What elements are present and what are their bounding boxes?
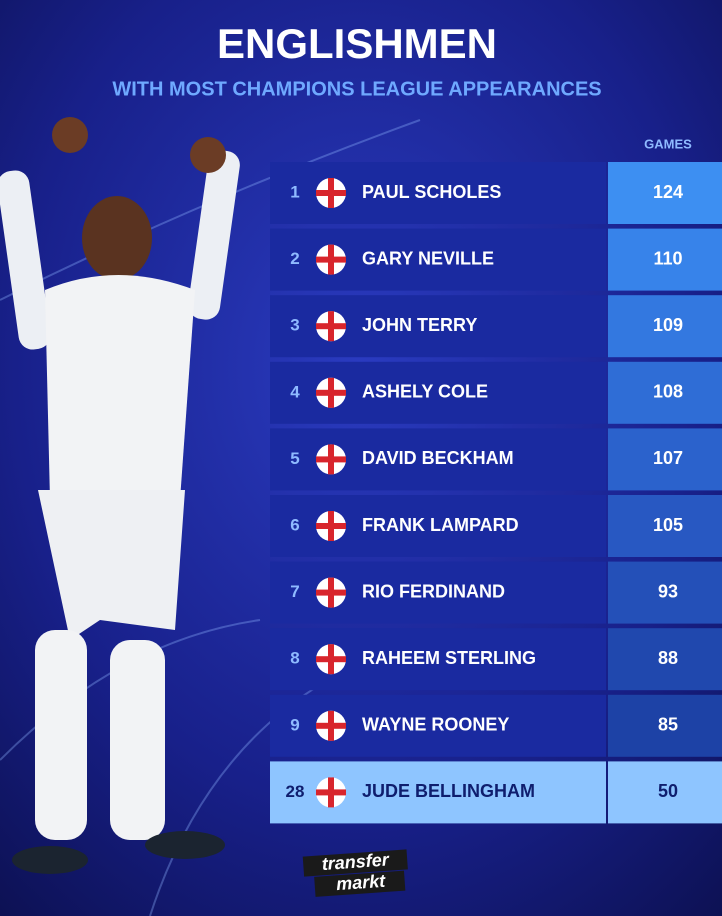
flag-cross-h: [316, 722, 346, 729]
value-background: [608, 228, 722, 291]
rank: 7: [290, 582, 299, 601]
table-row: 5 DAVID BECKHAM 107: [270, 428, 722, 491]
table-row: 1 PAUL SCHOLES 124: [270, 162, 722, 224]
table-row: 7 RIO FERDINAND 93: [270, 561, 722, 624]
flag-cross-h: [316, 190, 346, 196]
games: 110: [653, 248, 682, 268]
games: 105: [653, 515, 683, 535]
rank: 8: [290, 649, 299, 668]
rank: 3: [290, 316, 299, 335]
column-header: GAMES: [644, 136, 692, 151]
player-name: JOHN TERRY: [362, 315, 477, 335]
rank: 5: [290, 449, 299, 468]
player-name: JUDE BELLINGHAM: [362, 781, 535, 801]
table-row: 6 FRANK LAMPARD 105: [270, 495, 722, 557]
rank: 1: [290, 182, 299, 201]
games: 93: [658, 581, 678, 601]
player-name: ASHELY COLE: [362, 382, 488, 402]
games: 108: [653, 382, 683, 402]
table-row: 9 WAYNE ROONEY 85: [270, 694, 722, 757]
table: 1 PAUL SCHOLES 124 2 GARY NEVILLE 110 3 JOHN TE…: [270, 162, 722, 824]
logo-top: transfer: [321, 849, 390, 874]
logo-bottom: markt: [336, 871, 387, 894]
subtitle: WITH MOST CHAMPIONS LEAGUE APPEARANCES: [112, 78, 601, 100]
player-name: RIO FERDINAND: [362, 581, 505, 601]
table-row: 4 ASHELY COLE 108: [270, 361, 722, 424]
games: 107: [653, 448, 683, 468]
flag-cross-h: [316, 456, 346, 463]
value-background: [608, 361, 722, 424]
flag-cross-h: [316, 256, 346, 263]
flag-cross-h: [316, 389, 346, 396]
rank: 9: [290, 715, 299, 734]
games: 85: [658, 715, 678, 735]
flag-cross-h: [316, 589, 346, 596]
rank: 6: [290, 515, 299, 534]
table-row: 2 GARY NEVILLE 110: [270, 228, 722, 291]
games: 124: [653, 182, 683, 202]
player-name: RAHEEM STERLING: [362, 648, 536, 668]
table-row: 3 JOHN TERRY 109: [270, 295, 722, 358]
player-name: DAVID BECKHAM: [362, 448, 514, 468]
games: 50: [658, 781, 678, 801]
value-background: [608, 561, 722, 624]
value-background: [608, 162, 722, 224]
value-background: [608, 495, 722, 557]
player-name: PAUL SCHOLES: [362, 182, 501, 202]
player-figure: [0, 117, 240, 874]
flag-cross-h: [316, 523, 346, 529]
player-name: GARY NEVILLE: [362, 248, 494, 268]
flag-cross-h: [316, 789, 346, 796]
rank: 4: [290, 382, 300, 401]
flag-cross-h: [316, 656, 346, 663]
games: 88: [658, 648, 678, 668]
rank: 28: [286, 782, 305, 801]
value-background: [608, 628, 722, 691]
value-background: [608, 295, 722, 358]
value-background: [608, 428, 722, 491]
flag-cross-h: [316, 323, 346, 330]
table-row: 8 RAHEEM STERLING 88: [270, 628, 722, 691]
games: 109: [653, 315, 683, 335]
logo: transfer markt: [302, 849, 408, 897]
player-name: WAYNE ROONEY: [362, 715, 509, 735]
rank: 2: [290, 249, 299, 268]
value-background: [608, 761, 722, 824]
table-row: 28 JUDE BELLINGHAM 50: [270, 761, 722, 824]
title: ENGLISHMEN: [217, 20, 497, 67]
player-name: FRANK LAMPARD: [362, 515, 519, 535]
value-background: [608, 694, 722, 757]
